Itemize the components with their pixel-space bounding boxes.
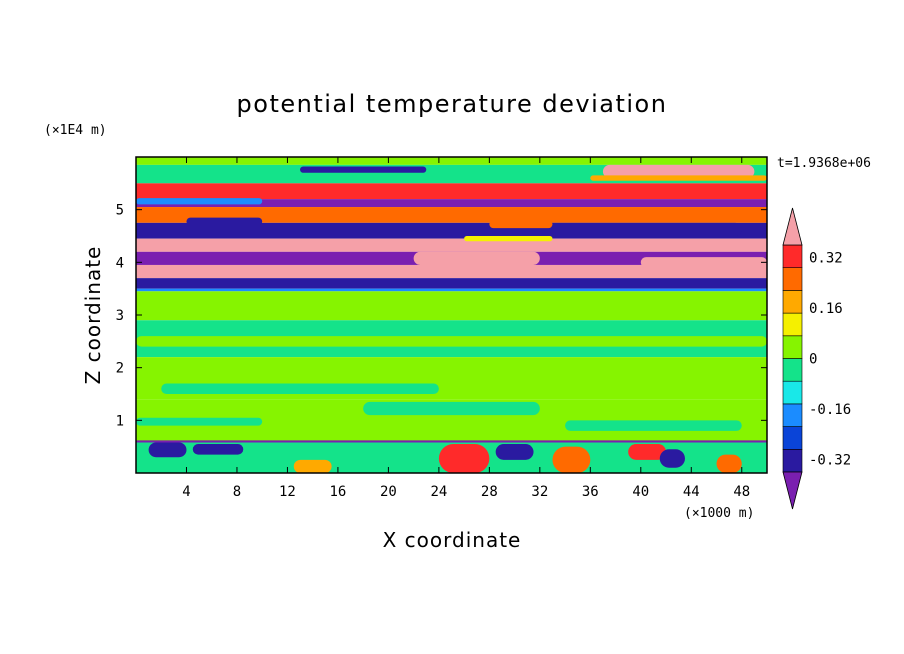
field-patch-8 — [640, 257, 767, 268]
field-patch-20 — [552, 446, 591, 473]
y-unit-label: (×1E4 m) — [44, 123, 107, 138]
field-patch-23 — [716, 454, 742, 473]
x-axis: 4 8 12 16 20 24 28 32 36 40 44 48 — [182, 157, 750, 500]
x-tick-label: 12 — [279, 484, 296, 500]
field-band-0 — [136, 157, 767, 165]
field-patch-4 — [186, 217, 263, 226]
colorbar-segment — [782, 335, 803, 359]
contour-field — [136, 157, 767, 473]
field-patch-19 — [495, 444, 534, 460]
colorbar-segment — [782, 426, 803, 450]
colorbar-segment — [782, 267, 803, 291]
field-patch-11 — [161, 383, 439, 394]
field-patch-5 — [514, 222, 742, 236]
colorbar-segment — [782, 290, 803, 314]
field-band-4 — [136, 207, 767, 223]
x-tick-label: 20 — [380, 484, 397, 500]
field-patch-3 — [136, 198, 263, 205]
field-band-11 — [136, 291, 767, 321]
field-band-3 — [136, 199, 767, 208]
field-band-6 — [136, 238, 767, 252]
field-patch-22 — [659, 449, 685, 468]
x-tick-label: 4 — [182, 484, 190, 500]
chart-title: potential temperature deviation — [237, 90, 668, 118]
field-patch-2 — [300, 166, 427, 173]
x-tick-label: 8 — [233, 484, 241, 500]
y-tick-label: 3 — [116, 308, 124, 324]
field-patch-17 — [293, 459, 332, 473]
y-tick-label: 5 — [116, 203, 124, 219]
field-patch-1 — [590, 175, 767, 181]
x-tick-label: 48 — [733, 484, 750, 500]
colorbar-label: 0.32 — [809, 251, 843, 267]
colorbar: -0.32 -0.16 0 0.16 0.32 — [782, 207, 851, 510]
y-tick-label: 1 — [116, 413, 124, 429]
y-tick-label: 2 — [116, 361, 124, 377]
field-patch-12 — [363, 401, 540, 416]
x-tick-label: 40 — [632, 484, 649, 500]
field-band-8 — [136, 264, 767, 279]
x-tick-label: 36 — [582, 484, 599, 500]
y-axis-label: Z coordinate — [81, 246, 105, 385]
x-tick-label: 24 — [430, 484, 447, 500]
x-axis-label: X coordinate — [383, 528, 522, 552]
field-patch-6 — [489, 220, 553, 229]
field-patch-21 — [628, 444, 667, 460]
x-tick-label: 44 — [683, 484, 700, 500]
field-patch-7 — [413, 251, 540, 265]
x-unit-label: (×1000 m) — [684, 506, 754, 521]
colorbar-segment — [782, 448, 803, 473]
colorbar-segment — [782, 244, 803, 269]
colorbar-segment — [782, 380, 803, 405]
x-tick-label: 32 — [531, 484, 548, 500]
field-patch-18 — [438, 444, 490, 473]
plot-frame — [135, 156, 768, 474]
field-band-2 — [136, 183, 767, 200]
x-tick-label: 16 — [329, 484, 346, 500]
colorbar-segment — [782, 358, 803, 382]
field-patch-16 — [192, 444, 244, 455]
field-band-9 — [136, 278, 767, 289]
colorbar-top-arrow — [782, 207, 803, 246]
field-patch-10 — [136, 336, 767, 347]
colorbar-segment — [782, 312, 803, 337]
field-patch-0 — [602, 164, 755, 179]
x-tick-label: 28 — [481, 484, 498, 500]
colorbar-label: -0.32 — [809, 452, 851, 468]
field-band-10 — [136, 288, 767, 292]
colorbar-bottom-arrow — [782, 471, 803, 510]
colorbar-label: 0 — [809, 352, 817, 368]
field-patch-14 — [565, 420, 742, 431]
colorbar-label: -0.16 — [809, 402, 851, 418]
field-patch-15 — [148, 442, 187, 458]
y-tick-label: 4 — [116, 255, 124, 271]
field-patch-24 — [136, 440, 767, 443]
field-patch-13 — [136, 417, 263, 426]
colorbar-label: 0.16 — [809, 301, 843, 317]
y-axis: 1 2 3 4 5 — [116, 203, 767, 429]
field-patch-9 — [464, 236, 553, 242]
time-label: t=1.9368e+06 — [777, 156, 871, 171]
colorbar-segment — [782, 403, 803, 427]
